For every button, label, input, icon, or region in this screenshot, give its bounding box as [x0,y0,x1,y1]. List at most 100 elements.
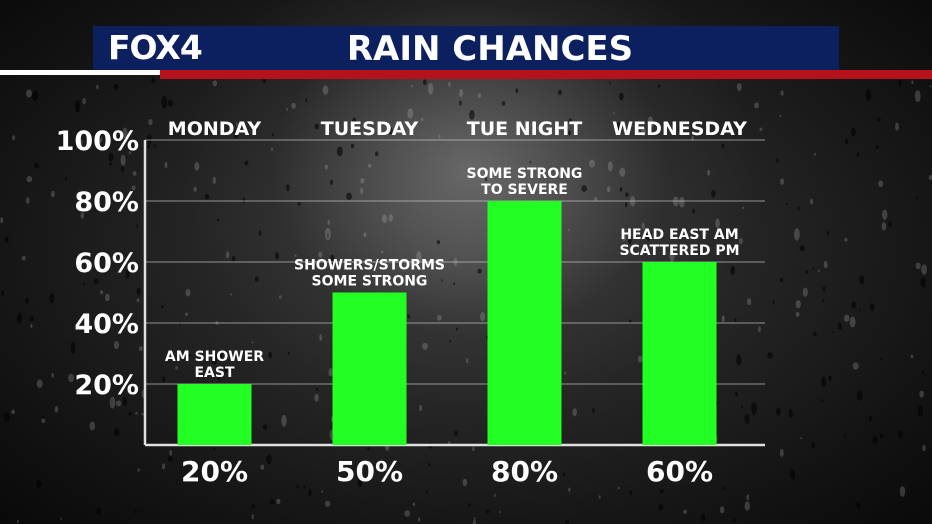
raindrop [832,331,835,334]
raindrop [21,255,26,261]
raindrop [882,209,888,220]
raindrop [168,455,173,462]
raindrop [412,502,416,507]
raindrop [565,520,569,524]
raindrop [779,114,782,118]
raindrop [868,415,873,422]
raindrop [314,123,320,130]
raindrop [780,178,785,186]
raindrop [427,82,434,95]
bar-annotation: EAST [194,365,234,381]
raindrop [26,176,33,183]
raindrop [136,298,140,303]
raindrop [929,85,932,88]
raindrop [818,269,820,273]
raindrop [776,407,781,416]
bar-annotation: TO SEVERE [481,182,568,198]
raindrop [60,517,62,520]
raindrop [136,287,141,296]
raindrop [754,102,759,109]
raindrop [213,447,216,451]
raindrop [462,478,468,487]
bar-wednesday [642,262,717,445]
raindrop [368,163,372,168]
raindrop [49,293,55,304]
raindrop [51,372,54,378]
raindrop [627,235,632,245]
raindrop [646,229,652,241]
raindrop [802,287,808,297]
raindrop [568,487,571,492]
bar-annotation: AM SHOWER [165,349,264,365]
raindrop [169,450,173,456]
raindrop [185,288,191,297]
raindrop [35,479,42,488]
raindrop [669,250,675,262]
raindrop [878,180,884,188]
raindrop [297,201,301,206]
raindrop [109,396,116,409]
raindrop [407,108,414,119]
raindrop [1,290,5,296]
raindrop [11,409,16,415]
raindrop [360,187,364,195]
raindrop [303,485,306,490]
raindrop [794,228,800,241]
raindrop [291,102,296,109]
raindrop [276,498,281,504]
raindrop [30,323,33,328]
raindrop [360,178,365,184]
raindrop [856,152,860,157]
raindrop [367,446,370,451]
raindrop [679,197,685,208]
bar-annotation: SOME STRONG [312,274,428,290]
raindrop [852,362,859,370]
raindrop [568,130,571,136]
raindrop [920,277,926,288]
raindrop [131,185,136,191]
raindrop [29,316,34,322]
red-stripe [160,70,932,79]
raindrop [472,446,475,452]
raindrop [218,351,223,360]
raindrop [843,433,846,438]
raindrop [357,477,363,488]
raindrop [418,517,421,522]
raindrop [235,122,238,126]
bar-tuesday [332,292,407,445]
bar-monday [177,384,252,445]
raindrop [858,308,861,312]
raindrop [805,270,809,274]
raindrop [720,506,725,514]
raindrop [740,405,743,409]
raindrop [96,507,102,515]
raindrop [515,88,519,93]
raindrop [12,135,16,141]
raindrop [328,368,333,377]
raindrop [473,517,476,520]
raindrop [499,510,501,514]
raindrop [422,79,427,85]
raindrop [529,161,532,164]
raindrop [260,464,265,470]
raindrop [607,161,613,172]
raindrop [812,266,814,271]
raindrop [407,314,410,319]
raindrop [86,137,89,142]
raindrop [790,469,796,480]
raindrop [821,399,824,402]
category-label: TUE NIGHT [467,118,582,140]
raindrop [96,257,99,262]
raindrop [758,326,761,333]
raindrop [147,144,151,149]
raindrop [212,80,218,87]
raindrop [82,282,85,286]
raindrop [888,221,892,228]
raindrop [113,428,120,437]
raindrop [138,346,143,351]
raindrop [148,119,153,126]
raindrop [26,197,30,205]
raindrop [321,490,324,493]
raindrop [109,162,112,167]
raindrop [96,84,99,90]
